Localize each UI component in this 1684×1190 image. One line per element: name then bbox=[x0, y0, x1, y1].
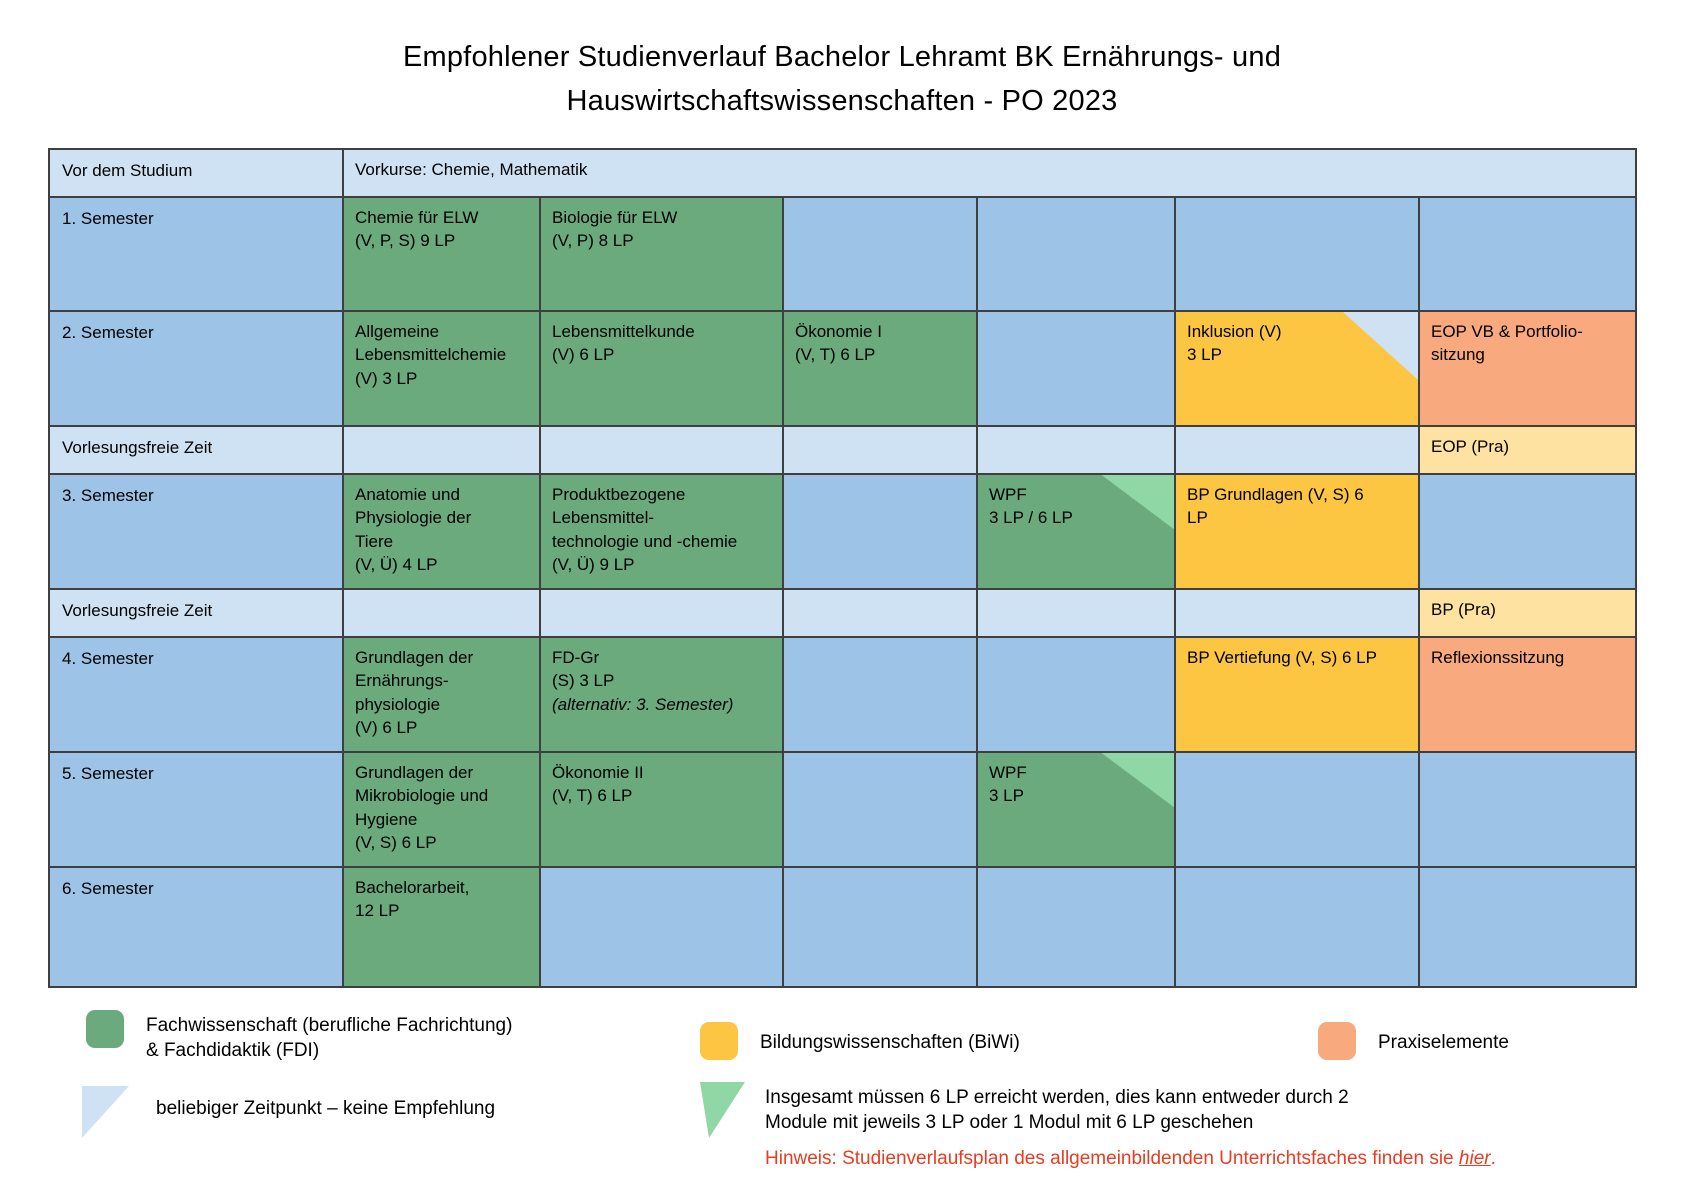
cell-grundlagen-ernaehrungsphysiologie: Grundlagen der Ernährungs- physiologie (… bbox=[344, 638, 539, 751]
empty-cell bbox=[1176, 753, 1418, 866]
cell-inklusion-text: Inklusion (V) 3 LP bbox=[1187, 322, 1282, 365]
any-time-triangle-icon bbox=[82, 1086, 129, 1138]
legend-biwi: Bildungswissenschaften (BiWi) bbox=[700, 1022, 1020, 1060]
row-label-semester-3: 3. Semester bbox=[50, 475, 342, 588]
cell-fd-gr: FD-Gr (S) 3 LP (alternativ: 3. Semester) bbox=[541, 638, 782, 751]
cell-eop-pra: EOP (Pra) bbox=[1420, 427, 1635, 473]
row-label-vorlesungsfreie-zeit-1: Vorlesungsfreie Zeit bbox=[50, 427, 342, 473]
legend-fachwissenschaft: Fachwissenschaft (berufliche Fachrichtun… bbox=[86, 1010, 512, 1063]
empty-cell bbox=[1176, 868, 1418, 986]
hier-link[interactable]: hier bbox=[1458, 1148, 1491, 1169]
legend-praxiselemente-label: Praxiselemente bbox=[1378, 1032, 1509, 1053]
cell-anatomie-physiologie-tiere: Anatomie und Physiologie der Tiere (V, Ü… bbox=[344, 475, 539, 588]
empty-cell bbox=[541, 590, 782, 636]
empty-cell bbox=[978, 312, 1174, 425]
hinweis-note-text: Hinweis: Studienverlaufsplan des allgeme… bbox=[765, 1148, 1459, 1169]
cell-bp-pra: BP (Pra) bbox=[1420, 590, 1635, 636]
cell-chemie-fuer-elw: Chemie für ELW (V, P, S) 9 LP bbox=[344, 198, 539, 310]
cell-lebensmittelkunde: Lebensmittelkunde (V) 6 LP bbox=[541, 312, 782, 425]
cell-bp-grundlagen: BP Grundlagen (V, S) 6 LP bbox=[1176, 475, 1418, 588]
cell-fd-gr-text: FD-Gr (S) 3 LP bbox=[552, 648, 615, 691]
empty-cell bbox=[978, 590, 1174, 636]
empty-cell bbox=[344, 590, 539, 636]
empty-cell bbox=[344, 427, 539, 473]
cell-vorkurse: Vorkurse: Chemie, Mathematik bbox=[344, 150, 1635, 196]
cell-vor-dem-studium: Vor dem Studium bbox=[50, 150, 342, 196]
study-plan-table: Vor dem Studium Vorkurse: Chemie, Mathem… bbox=[48, 148, 1637, 988]
empty-cell bbox=[1420, 475, 1635, 588]
empty-cell bbox=[1420, 753, 1635, 866]
legend-beliebiger-zeitpunkt: beliebiger Zeitpunkt – keine Empfehlung bbox=[82, 1086, 495, 1138]
empty-cell bbox=[1176, 427, 1418, 473]
row-label-vorlesungsfreie-zeit-2: Vorlesungsfreie Zeit bbox=[50, 590, 342, 636]
empty-cell bbox=[784, 427, 976, 473]
cell-wpf-3-6-lp: WPF 3 LP / 6 LP bbox=[978, 475, 1174, 588]
empty-cell bbox=[978, 868, 1174, 986]
empty-cell bbox=[784, 590, 976, 636]
empty-cell bbox=[1420, 198, 1635, 310]
praxiselemente-swatch-icon bbox=[1318, 1022, 1356, 1060]
cell-fd-gr-alternative: (alternativ: 3. Semester) bbox=[552, 694, 734, 714]
cell-wpf-3-lp: WPF 3 LP bbox=[978, 753, 1174, 866]
wpf-option-corner-icon bbox=[1101, 753, 1174, 808]
page-title: Empfohlener Studienverlauf Bachelor Lehr… bbox=[0, 36, 1684, 123]
empty-cell bbox=[1420, 868, 1635, 986]
empty-cell bbox=[784, 638, 976, 751]
any-time-corner-icon bbox=[1342, 312, 1418, 380]
wpf-option-triangle-icon bbox=[700, 1082, 745, 1138]
row-label-semester-5: 5. Semester bbox=[50, 753, 342, 866]
cell-eop-vb-portfoliositzung: EOP VB & Portfolio- sitzung bbox=[1420, 312, 1635, 425]
fachwissenschaft-swatch-icon bbox=[86, 1010, 124, 1048]
empty-cell bbox=[541, 427, 782, 473]
empty-cell bbox=[1176, 590, 1418, 636]
empty-cell bbox=[784, 475, 976, 588]
cell-bachelorarbeit: Bachelorarbeit, 12 LP bbox=[344, 868, 539, 986]
cell-oekonomie-2: Ökonomie II (V, T) 6 LP bbox=[541, 753, 782, 866]
cell-bp-vertiefung: BP Vertiefung (V, S) 6 LP bbox=[1176, 638, 1418, 751]
cell-allgemeine-lebensmittelchemie: Allgemeine Lebensmittelchemie (V) 3 LP bbox=[344, 312, 539, 425]
legend-fachwissenschaft-label: Fachwissenschaft (berufliche Fachrichtun… bbox=[146, 1015, 513, 1062]
legend-biwi-label: Bildungswissenschaften (BiWi) bbox=[760, 1032, 1020, 1053]
empty-cell bbox=[978, 638, 1174, 751]
legend-beliebiger-zeitpunkt-label: beliebiger Zeitpunkt – keine Empfehlung bbox=[156, 1098, 496, 1119]
empty-cell bbox=[541, 868, 782, 986]
empty-cell bbox=[978, 427, 1174, 473]
row-label-semester-4: 4. Semester bbox=[50, 638, 342, 751]
cell-wpf-3-6-lp-text: WPF 3 LP / 6 LP bbox=[989, 485, 1073, 528]
empty-cell bbox=[978, 198, 1174, 310]
wpf-option-corner-icon bbox=[1101, 475, 1174, 530]
legend-wpf-hinweis: Insgesamt müssen 6 LP erreicht werden, d… bbox=[700, 1082, 1349, 1138]
hinweis-note-period: . bbox=[1490, 1148, 1496, 1169]
row-label-semester-2: 2. Semester bbox=[50, 312, 342, 425]
cell-reflexionssitzung: Reflexionssitzung bbox=[1420, 638, 1635, 751]
legend-praxiselemente: Praxiselemente bbox=[1318, 1022, 1509, 1060]
empty-cell bbox=[784, 868, 976, 986]
row-label-semester-6: 6. Semester bbox=[50, 868, 342, 986]
cell-produktbezogene-lebensmitteltechnologie: Produktbezogene Lebensmittel- technologi… bbox=[541, 475, 782, 588]
cell-inklusion: Inklusion (V) 3 LP bbox=[1176, 312, 1418, 425]
cell-grundlagen-mikrobiologie-hygiene: Grundlagen der Mikrobiologie und Hygiene… bbox=[344, 753, 539, 866]
empty-cell bbox=[784, 198, 976, 310]
cell-oekonomie-1: Ökonomie I (V, T) 6 LP bbox=[784, 312, 976, 425]
title-line-2: Hauswirtschaftswissenschaften - PO 2023 bbox=[566, 84, 1118, 117]
empty-cell bbox=[784, 753, 976, 866]
empty-cell bbox=[1176, 198, 1418, 310]
biwi-swatch-icon bbox=[700, 1022, 738, 1060]
row-label-semester-1: 1. Semester bbox=[50, 198, 342, 310]
legend-wpf-hinweis-label: Insgesamt müssen 6 LP erreicht werden, d… bbox=[765, 1087, 1349, 1134]
title-line-1: Empfohlener Studienverlauf Bachelor Lehr… bbox=[402, 41, 1282, 73]
cell-biologie-fuer-elw: Biologie für ELW (V, P) 8 LP bbox=[541, 198, 782, 310]
cell-wpf-3-lp-text: WPF 3 LP bbox=[989, 763, 1027, 806]
hinweis-note: Hinweis: Studienverlaufsplan des allgeme… bbox=[765, 1148, 1496, 1170]
